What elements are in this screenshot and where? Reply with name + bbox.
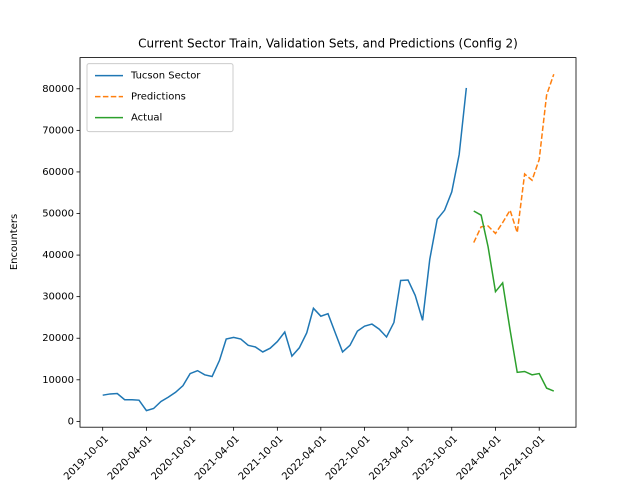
- legend-label: Tucson Sector: [130, 71, 201, 82]
- series-line: [473, 73, 555, 243]
- y-tick-label: 40000: [42, 250, 74, 261]
- legend-label: Predictions: [131, 92, 186, 103]
- series-line: [473, 210, 555, 392]
- legend-label: Actual: [131, 113, 162, 124]
- y-tick-label: 30000: [42, 292, 74, 303]
- series-line: [102, 87, 468, 412]
- plot-frame: [79, 57, 577, 428]
- y-tick-label: 60000: [42, 167, 74, 178]
- y-tick-label: 20000: [42, 333, 74, 344]
- y-tick-label: 50000: [42, 209, 74, 220]
- y-tick-label: 80000: [42, 84, 74, 95]
- y-axis-label: Encounters: [9, 214, 20, 270]
- y-tick-label: 70000: [42, 125, 74, 136]
- chart-title: Current Sector Train, Validation Sets, a…: [138, 37, 518, 51]
- y-tick-label: 10000: [42, 375, 74, 386]
- legend-box: [86, 63, 234, 133]
- legend: Tucson Sector Predictions Actual: [86, 63, 234, 133]
- y-tick-label: 0: [68, 416, 74, 427]
